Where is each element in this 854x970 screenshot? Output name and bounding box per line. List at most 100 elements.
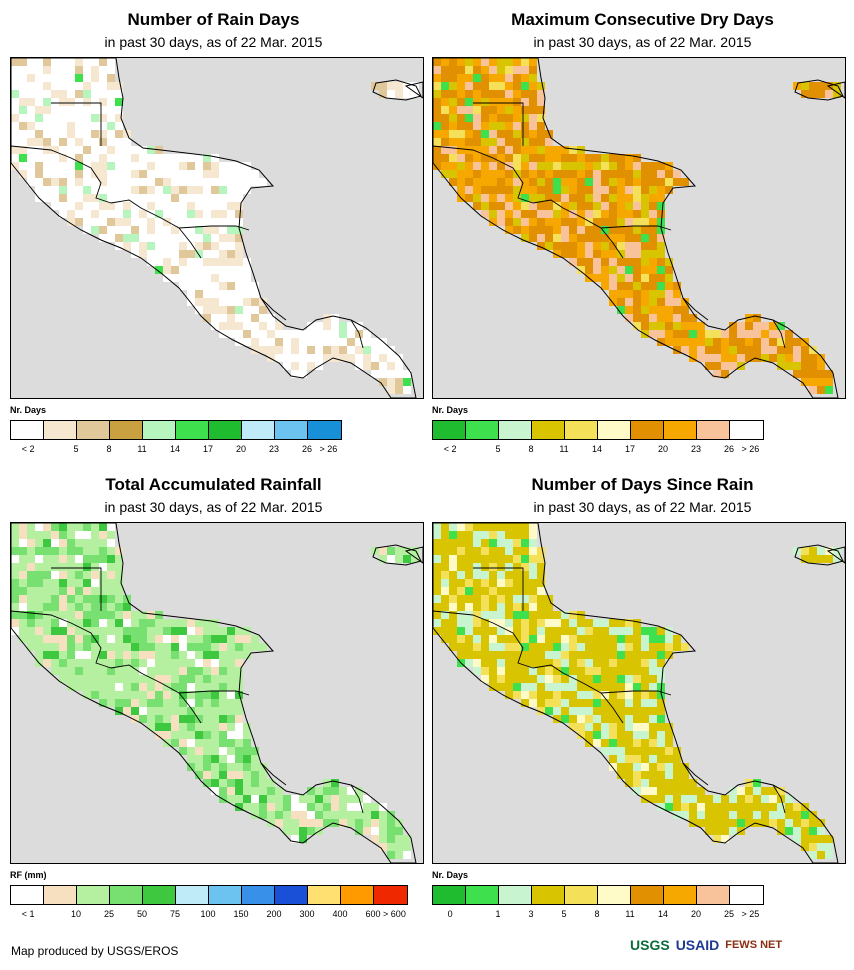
legend-label: 400 [332, 909, 348, 919]
legend-swatch [308, 421, 341, 439]
country-border [473, 567, 524, 611]
panel-rain-days: Number of Rain Days in past 30 days, as … [0, 0, 427, 465]
legend-swatch [110, 421, 143, 439]
legend-swatch [110, 886, 143, 904]
legend-swatch [631, 886, 664, 904]
legend-label: 150 [233, 909, 249, 919]
country-border [682, 762, 709, 786]
island-outline [372, 544, 422, 566]
legend-swatch [44, 421, 77, 439]
legend-swatch [532, 421, 565, 439]
legend-label: > 26 [319, 444, 338, 454]
country-border [260, 297, 287, 321]
legend-swatch [341, 886, 374, 904]
legend-label: 14 [591, 444, 603, 454]
legend-swatch [209, 421, 242, 439]
legend-swatch [176, 886, 209, 904]
legend-label: 11 [137, 444, 147, 454]
country-border [11, 610, 112, 669]
panel-subtitle: in past 30 days, as of 22 Mar. 2015 [104, 499, 323, 515]
legend-swatch [730, 886, 763, 904]
legend-label: 5 [73, 444, 79, 454]
legend-swatch [44, 886, 77, 904]
legend-swatch [77, 886, 110, 904]
legend-title: RF (mm) [10, 870, 47, 880]
legend-title: Nr. Days [432, 405, 469, 415]
country-border [433, 610, 534, 669]
legend-swatch [532, 886, 565, 904]
legend-label: 5 [495, 444, 501, 454]
map-grid-cells [433, 523, 841, 859]
legend-title: Nr. Days [10, 405, 47, 415]
country-border [682, 297, 709, 321]
island-outline [826, 546, 845, 564]
country-border [110, 199, 202, 259]
legend-swatch [664, 886, 697, 904]
legend-label: 600 [365, 909, 381, 919]
legend-label: 75 [169, 909, 181, 919]
legend-swatch [664, 421, 697, 439]
legend-label: 50 [136, 909, 148, 919]
legend-swatch [77, 421, 110, 439]
legend-label: 14 [657, 909, 669, 919]
legend-label: < 2 [443, 444, 457, 454]
legend-label: 20 [657, 444, 669, 454]
country-border [51, 102, 102, 146]
panel-max-dry-days: Maximum Consecutive Dry Days in past 30 … [427, 0, 854, 465]
legend-label: 26 [301, 444, 313, 454]
country-border [532, 664, 624, 724]
legend-label: 26 [723, 444, 735, 454]
usgs-logo: USGS [630, 937, 670, 953]
legend-swatch [143, 886, 176, 904]
panel-total-rainfall: Total Accumulated Rainfall in past 30 da… [0, 465, 427, 930]
legend-label: 10 [70, 909, 82, 919]
legend-swatch [275, 421, 308, 439]
map-svg [11, 58, 423, 398]
legend-label: 8 [528, 444, 534, 454]
legend-label: > 26 [741, 444, 760, 454]
country-border [51, 567, 102, 611]
legend-swatch [11, 421, 44, 439]
island-outline [404, 546, 423, 564]
legend-label: 14 [169, 444, 181, 454]
panel-title: Number of Days Since Rain [531, 475, 754, 494]
map-svg [433, 523, 845, 863]
legend-label: 11 [559, 444, 569, 454]
panel-title: Number of Rain Days [127, 10, 300, 29]
legend-label: 20 [235, 444, 247, 454]
legend-label: 8 [106, 444, 112, 454]
fews-net-logo: FEWS NET [725, 939, 783, 951]
legend-label: < 2 [21, 444, 35, 454]
legend-label: 200 [266, 909, 282, 919]
legend-label: 3 [528, 909, 534, 919]
legend-label: 23 [268, 444, 280, 454]
legend-label: 20 [690, 909, 702, 919]
map-days-since-rain [432, 522, 846, 864]
legend-label: 8 [594, 909, 600, 919]
island-outline [404, 81, 423, 99]
legend-swatch [433, 421, 466, 439]
usaid-logo: USAID [675, 937, 720, 953]
legend-labels: 0 1 3 5 8 11 14 20 25 > 25 [432, 909, 772, 921]
panel-title: Maximum Consecutive Dry Days [511, 10, 774, 29]
legend-swatch [209, 886, 242, 904]
legend-label: 300 [299, 909, 315, 919]
island-outline [794, 544, 844, 566]
map-credit: Map produced by USGS/EROS [11, 944, 179, 958]
legend-color-bar [432, 420, 764, 440]
legend-label: 0 [447, 909, 453, 919]
island-outline [794, 79, 844, 101]
legend-label: 25 [723, 909, 735, 919]
country-border [11, 145, 112, 204]
legend-swatch [499, 421, 532, 439]
legend-label: 100 [200, 909, 216, 919]
country-border [532, 199, 624, 259]
map-rain-days [10, 57, 424, 399]
legend-label: < 1 [21, 909, 35, 919]
country-border [772, 784, 786, 814]
legend-label: 17 [624, 444, 636, 454]
legend-swatch [730, 421, 763, 439]
legend-label: 11 [625, 909, 635, 919]
logo-strip: USGS USAID FEWS NET [630, 930, 782, 960]
country-border [350, 784, 364, 814]
